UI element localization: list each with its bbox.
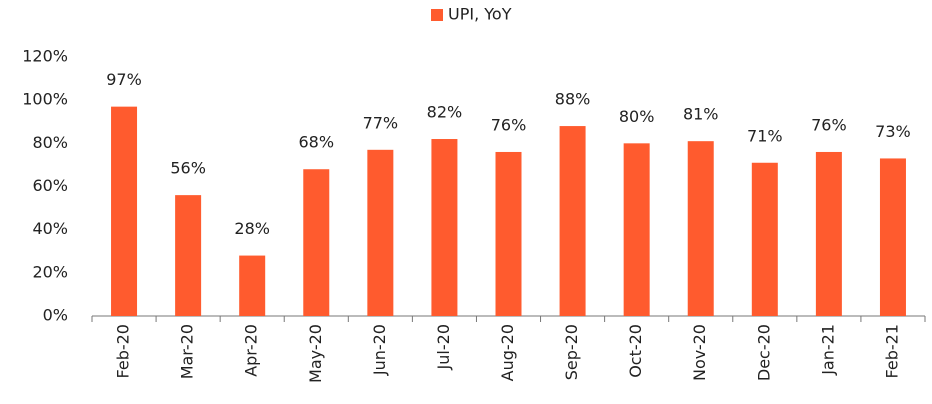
y-tick-label: 100% — [22, 90, 68, 109]
data-label: 82% — [427, 103, 463, 122]
x-tick-label: Jul-20 — [434, 324, 453, 370]
bar — [495, 151, 522, 316]
x-tick-label: Aug-20 — [498, 324, 517, 381]
data-label: 56% — [170, 159, 206, 178]
data-label: 28% — [234, 219, 270, 238]
legend-label: UPI, YoY — [448, 5, 512, 24]
data-label: 81% — [683, 105, 719, 124]
y-tick-label: 40% — [32, 219, 68, 238]
data-label: 97% — [106, 70, 142, 89]
bar — [431, 139, 458, 316]
y-tick-label: 120% — [22, 47, 68, 66]
x-tick-label: Oct-20 — [626, 324, 645, 378]
bar — [111, 106, 138, 317]
bar — [623, 143, 650, 316]
x-tick-label: May-20 — [306, 324, 325, 383]
data-label: 80% — [619, 107, 655, 126]
data-label: 77% — [363, 113, 399, 132]
x-tick-label: Jan-21 — [818, 324, 837, 376]
bar — [175, 195, 202, 316]
x-tick-label: Feb-21 — [882, 324, 901, 378]
data-label: 88% — [555, 90, 591, 109]
data-label: 76% — [811, 115, 847, 134]
bar — [879, 158, 906, 316]
x-tick-label: Nov-20 — [690, 324, 709, 381]
y-tick-label: 20% — [32, 262, 68, 281]
x-tick-label: Jun-20 — [370, 324, 389, 376]
bar — [751, 162, 778, 316]
y-tick-label: 0% — [43, 306, 68, 325]
x-tick-label: Sep-20 — [562, 324, 581, 380]
data-label: 76% — [491, 115, 527, 134]
x-tick-label: Feb-20 — [114, 324, 133, 378]
data-label: 73% — [875, 122, 911, 141]
data-label: 71% — [747, 126, 783, 145]
bar — [815, 151, 842, 316]
x-tick-label: Apr-20 — [242, 324, 261, 377]
bar — [687, 141, 714, 316]
bar — [367, 149, 394, 316]
legend-swatch — [431, 9, 443, 21]
bar — [239, 255, 266, 316]
bar — [559, 126, 586, 316]
y-tick-label: 60% — [32, 176, 68, 195]
bar — [303, 169, 330, 316]
x-tick-label: Dec-20 — [754, 324, 773, 381]
x-tick-label: Mar-20 — [178, 324, 197, 379]
data-label: 68% — [298, 133, 334, 152]
y-tick-label: 80% — [32, 133, 68, 152]
